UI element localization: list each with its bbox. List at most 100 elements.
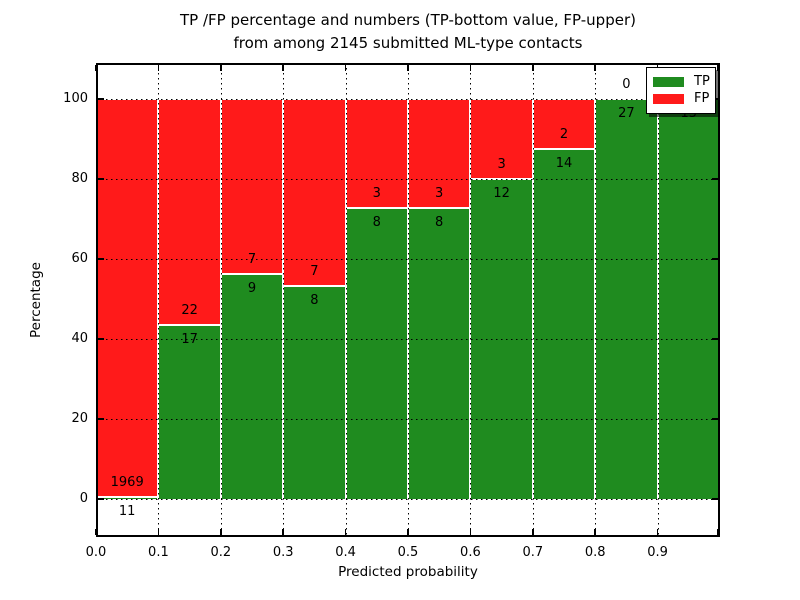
fp-count-label-7: 2 — [559, 127, 569, 142]
legend-label-fp: FP — [694, 91, 710, 107]
y-tick-label-0: 0 — [79, 491, 88, 506]
x-tick-bottom-0.2 — [220, 529, 222, 535]
y-tick-label-60: 60 — [71, 251, 88, 266]
x-tick-top-0.6 — [469, 65, 472, 71]
fp-count-label-8: 0 — [622, 77, 631, 92]
tp-count-label-2: 9 — [247, 281, 257, 296]
v-gridline-0.1 — [158, 63, 160, 537]
v-gridline-0.6 — [470, 63, 472, 537]
chart-title-line2: from among 2145 submitted ML-type contac… — [233, 34, 583, 52]
chart-title: TP /FP percentage and numbers (TP-bottom… — [96, 9, 720, 55]
y-tick-left-60 — [98, 258, 104, 260]
x-tick-bottom-0.0 — [95, 529, 97, 535]
bar-segment-fp-1 — [158, 99, 221, 325]
chart-title-line1: TP /FP percentage and numbers (TP-bottom… — [180, 11, 636, 29]
x-tick-top-0.1 — [157, 65, 160, 71]
bar-segment-fp-6 — [470, 99, 533, 179]
fp-count-label-2: 7 — [247, 252, 257, 267]
tp-count-label-7: 14 — [555, 156, 573, 171]
x-tick-label-0.2: 0.2 — [210, 545, 232, 560]
x-tick-label-0.1: 0.1 — [148, 545, 169, 560]
v-gridline-0.3 — [283, 63, 285, 537]
x-tick-top-0.2 — [220, 65, 222, 71]
x-tick-bottom-0.3 — [282, 529, 284, 535]
y-tick-right-60 — [712, 258, 718, 260]
x-tick-bottom-edge — [716, 529, 718, 535]
bar-segment-tp-7 — [532, 149, 596, 499]
v-gridline-0.2 — [220, 63, 222, 537]
bar-segment-tp-8 — [595, 99, 658, 499]
y-tick-label-20: 20 — [71, 411, 88, 426]
bar-segment-fp-2 — [220, 99, 284, 274]
v-gridline-0.5 — [408, 63, 409, 537]
x-tick-label-0.6: 0.6 — [460, 545, 481, 560]
y-tick-left-40 — [98, 338, 104, 340]
bar-segment-tp-2 — [220, 274, 284, 499]
bar-segment-tp-3 — [283, 285, 346, 499]
fp-count-label-1: 22 — [181, 302, 198, 318]
x-tick-top-0.5 — [407, 65, 409, 71]
y-tick-right-40 — [712, 338, 718, 340]
x-tick-bottom-0.4 — [344, 529, 347, 535]
x-tick-label-0.3: 0.3 — [272, 545, 294, 560]
tp-count-label-6: 12 — [493, 186, 510, 201]
plot-area: 1969112217797838383122140270150204060801… — [63, 63, 720, 560]
y-tick-left-0 — [98, 498, 104, 500]
x-tick-top-0.3 — [282, 65, 284, 71]
bar-segment-fp-4 — [345, 99, 408, 209]
x-tick-label-0.4: 0.4 — [335, 545, 356, 560]
bar-segment-tp-1 — [158, 324, 221, 499]
fp-count-label-0: 1969 — [110, 474, 144, 490]
tp-count-label-3: 8 — [310, 292, 319, 308]
tp-count-label-4: 8 — [372, 215, 381, 231]
x-tick-label-0.7: 0.7 — [522, 545, 544, 560]
x-tick-bottom-0.1 — [157, 529, 160, 535]
x-axis-label: Predicted probability — [338, 564, 478, 580]
x-tick-top-edge — [716, 65, 718, 71]
x-tick-bottom-0.9 — [656, 529, 659, 535]
fp-count-label-4: 3 — [372, 186, 381, 202]
x-tick-top-0.8 — [594, 65, 596, 71]
v-gridline-0.7 — [532, 63, 534, 537]
x-tick-label-0.0: 0.0 — [85, 545, 107, 560]
y-tick-label-40: 40 — [71, 331, 88, 346]
y-tick-label-80: 80 — [71, 171, 88, 186]
legend-swatch-tp — [653, 76, 684, 87]
y-axis-label: Percentage — [28, 262, 44, 338]
bar-segment-tp-4 — [345, 208, 408, 499]
bar-segment-tp-9 — [657, 99, 720, 499]
x-tick-label-0.8: 0.8 — [584, 545, 606, 560]
x-tick-label-0.5: 0.5 — [397, 545, 419, 560]
v-gridline-0.9 — [657, 63, 659, 537]
y-tick-right-0 — [712, 498, 718, 500]
y-tick-label-100: 100 — [63, 91, 88, 106]
x-tick-top-0.0 — [95, 65, 97, 71]
legend-swatch-fp — [653, 94, 684, 105]
bar-segment-fp-0 — [96, 99, 159, 497]
v-gridline-0.8 — [595, 63, 597, 537]
tp-count-label-5: 8 — [435, 215, 444, 231]
x-tick-top-0.4 — [344, 65, 347, 71]
legend-item-fp: FP — [653, 92, 709, 106]
legend-item-tp: TP — [653, 74, 710, 89]
y-tick-right-20 — [712, 418, 718, 420]
x-tick-bottom-0.7 — [532, 529, 534, 535]
tp-count-label-8: 27 — [618, 106, 635, 121]
y-tick-left-100 — [98, 98, 104, 100]
x-tick-bottom-0.5 — [407, 529, 409, 535]
v-gridline-0.4 — [345, 63, 347, 537]
legend: TP FP — [646, 67, 716, 114]
x-tick-label-0.9: 0.9 — [647, 545, 668, 560]
bar-segment-fp-3 — [283, 99, 346, 286]
x-tick-top-0.7 — [532, 65, 534, 71]
tp-count-label-1: 17 — [181, 331, 198, 347]
fp-count-label-5: 3 — [435, 186, 444, 202]
y-tick-left-80 — [98, 178, 104, 180]
fp-count-label-3: 7 — [310, 263, 319, 279]
fp-count-label-6: 3 — [497, 157, 506, 172]
y-tick-left-20 — [98, 418, 104, 420]
x-tick-bottom-0.6 — [469, 529, 472, 535]
x-tick-bottom-0.8 — [594, 529, 596, 535]
bar-segment-tp-5 — [408, 208, 471, 499]
